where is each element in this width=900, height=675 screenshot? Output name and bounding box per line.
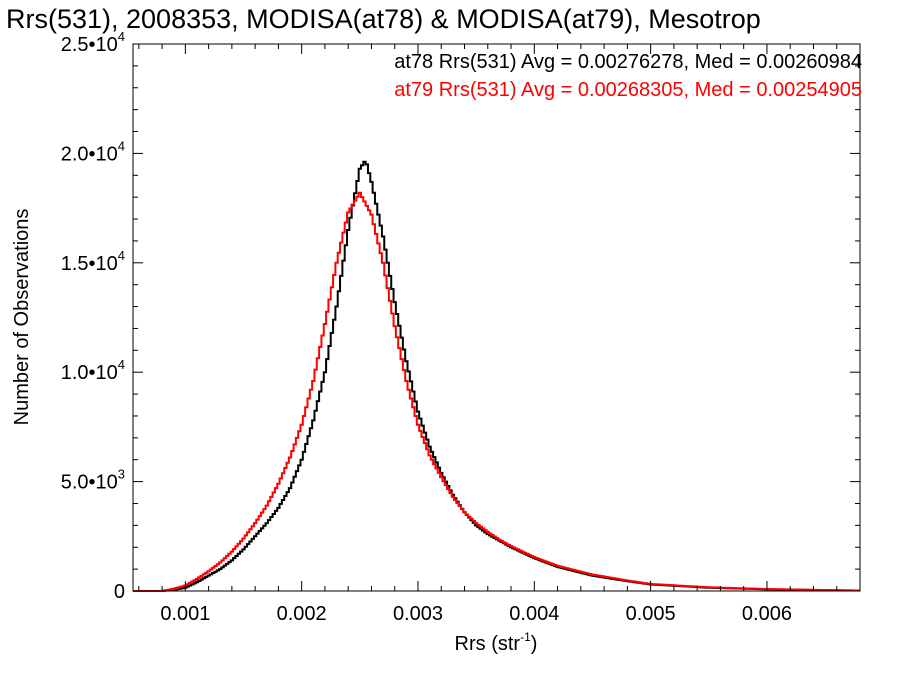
x-axis-label-superscript: -1	[520, 630, 531, 644]
y-tick-label: 2.0•104	[61, 138, 125, 165]
y-tick-label-exponent: 4	[118, 138, 125, 153]
chart-title: Rrs(531), 2008353, MODISA(at78) & MODISA…	[6, 4, 761, 34]
y-tick-label-mantissa: 0	[114, 581, 125, 603]
x-axis-label: Rrs (str-1)	[455, 630, 538, 655]
x-axis-label-text: Rrs (str	[455, 633, 521, 655]
plot-frame	[132, 43, 861, 592]
y-tick-label-mantissa: 5.0•10	[61, 472, 118, 494]
y-tick-label-mantissa: 1.5•10	[61, 253, 118, 275]
y-tick-label: 5.0•103	[61, 467, 125, 494]
series-layer	[133, 160, 860, 592]
y-tick-label-exponent: 4	[118, 357, 125, 372]
x-tick-label: 0.002	[277, 603, 327, 625]
y-tick-label: 2.5•104	[61, 29, 125, 56]
y-tick-label: 0	[114, 581, 125, 603]
x-tick-label: 0.006	[742, 603, 792, 625]
legend-annotation-at79: at79 Rrs(531) Avg = 0.00268305, Med = 0.…	[394, 79, 862, 101]
y-tick-label-mantissa: 2.0•10	[61, 143, 118, 165]
y-axis-label: Number of Observations	[11, 209, 33, 426]
y-tick-label-exponent: 4	[118, 29, 125, 44]
x-tick-label: 0.005	[626, 603, 676, 625]
x-axis-label-close: )	[531, 633, 538, 655]
y-tick-label: 1.0•104	[61, 357, 125, 384]
x-tick-label: 0.001	[160, 603, 210, 625]
x-tick-label: 0.004	[509, 603, 559, 625]
y-tick-label-exponent: 4	[118, 248, 125, 263]
legend-annotation-at78: at78 Rrs(531) Avg = 0.00276278, Med = 0.…	[394, 51, 862, 73]
x-tick-label: 0.003	[393, 603, 443, 625]
y-tick-label-mantissa: 2.5•10	[61, 34, 118, 56]
axis-ticks: 0.001 0.002 0.003 0.004 0.005 0.006 0 5.0•103 1.…	[61, 29, 861, 625]
series-line-at79	[133, 191, 860, 592]
y-tick-label-exponent: 3	[118, 467, 125, 482]
y-tick-label-mantissa: 1.0•10	[61, 362, 118, 384]
y-tick-label: 1.5•104	[61, 248, 125, 275]
